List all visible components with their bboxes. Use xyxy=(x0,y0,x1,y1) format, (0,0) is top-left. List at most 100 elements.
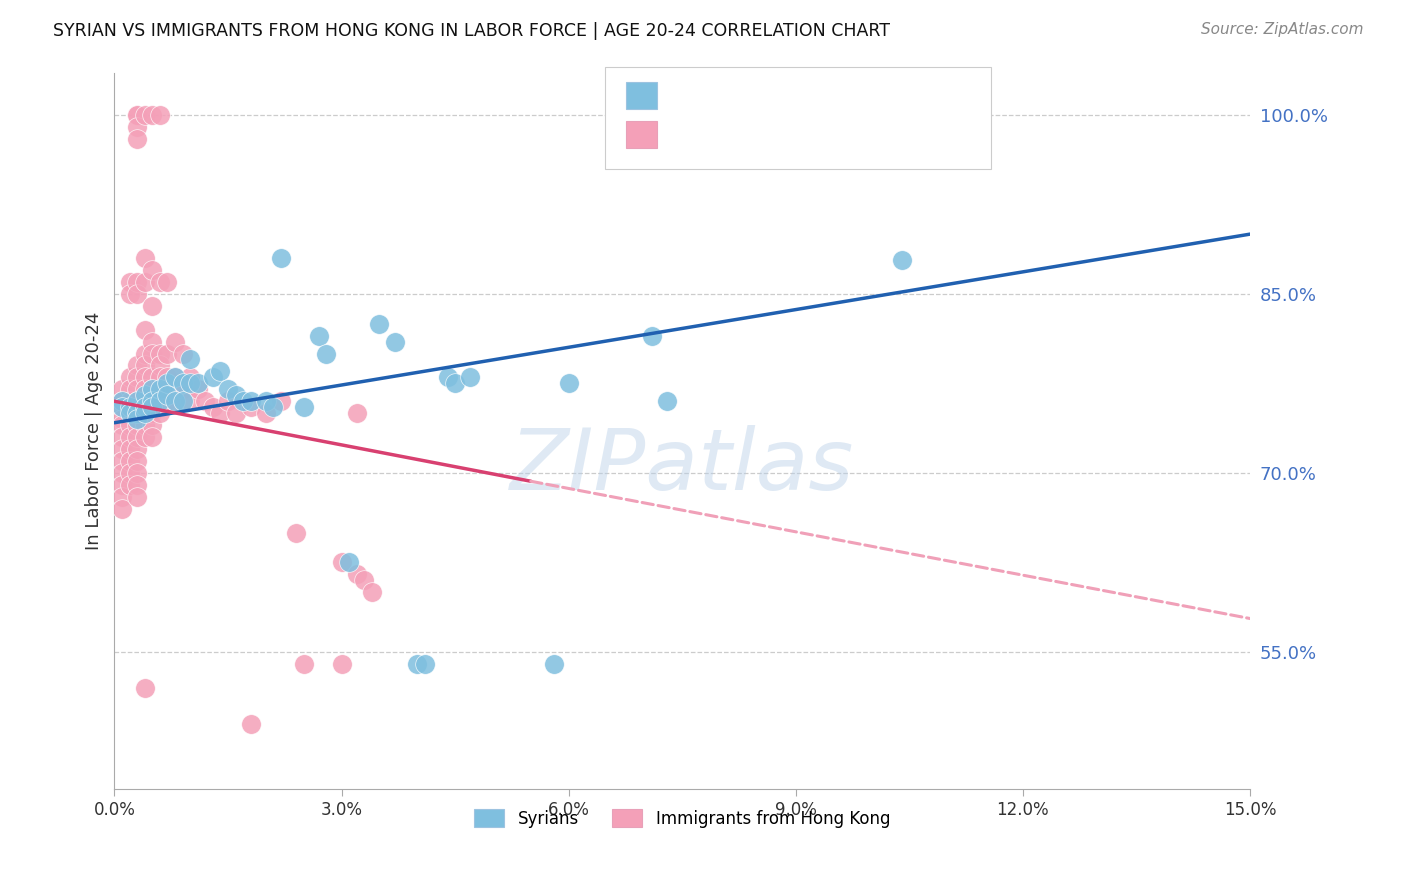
Point xyxy=(239,394,262,409)
Point xyxy=(201,401,224,415)
Text: ZIPatlas: ZIPatlas xyxy=(510,425,855,508)
Point xyxy=(890,253,912,268)
Point xyxy=(149,406,172,420)
Point xyxy=(118,478,141,492)
Point xyxy=(118,442,141,456)
Point xyxy=(134,394,156,409)
Point xyxy=(330,657,353,671)
Point xyxy=(254,394,277,409)
Point xyxy=(163,394,186,409)
Legend: Syrians, Immigrants from Hong Kong: Syrians, Immigrants from Hong Kong xyxy=(468,803,897,835)
Point xyxy=(111,454,134,468)
Text: R =: R = xyxy=(671,127,710,145)
Point xyxy=(172,376,194,391)
Point xyxy=(118,286,141,301)
Point xyxy=(444,376,467,391)
Point xyxy=(209,364,232,378)
Point xyxy=(127,406,149,420)
Point xyxy=(111,394,134,409)
Point xyxy=(254,406,277,420)
Point xyxy=(134,681,156,695)
Point xyxy=(163,370,186,384)
Point xyxy=(308,328,330,343)
Text: SYRIAN VS IMMIGRANTS FROM HONG KONG IN LABOR FORCE | AGE 20-24 CORRELATION CHART: SYRIAN VS IMMIGRANTS FROM HONG KONG IN L… xyxy=(53,22,890,40)
Text: -0.146: -0.146 xyxy=(716,127,780,145)
Point xyxy=(163,394,186,409)
Point xyxy=(149,359,172,373)
Point xyxy=(179,376,201,391)
Point xyxy=(156,388,179,402)
Point xyxy=(111,490,134,504)
Point xyxy=(118,406,141,420)
Point xyxy=(118,401,141,415)
Point xyxy=(118,275,141,289)
Point xyxy=(641,328,664,343)
Point xyxy=(156,346,179,360)
Point xyxy=(141,346,163,360)
Point xyxy=(292,657,315,671)
Point xyxy=(149,370,172,384)
Point xyxy=(239,401,262,415)
Point xyxy=(111,430,134,444)
Point xyxy=(172,394,194,409)
Point xyxy=(118,370,141,384)
Point xyxy=(149,382,172,396)
Point xyxy=(141,394,163,409)
Point xyxy=(141,430,163,444)
Point xyxy=(127,430,149,444)
Point xyxy=(172,382,194,396)
Point xyxy=(346,567,368,582)
Point xyxy=(127,454,149,468)
Point xyxy=(156,394,179,409)
Point xyxy=(292,401,315,415)
Text: Source: ZipAtlas.com: Source: ZipAtlas.com xyxy=(1201,22,1364,37)
Point xyxy=(134,346,156,360)
Point xyxy=(285,525,308,540)
Point xyxy=(141,382,163,396)
Point xyxy=(655,394,678,409)
Point xyxy=(217,394,239,409)
Point xyxy=(156,275,179,289)
Point xyxy=(111,401,134,415)
Point xyxy=(353,574,375,588)
Point xyxy=(149,108,172,122)
Point xyxy=(134,401,156,415)
Point xyxy=(127,286,149,301)
Point xyxy=(127,442,149,456)
Point xyxy=(127,466,149,480)
Point xyxy=(118,454,141,468)
Point xyxy=(118,466,141,480)
Point xyxy=(187,376,209,391)
Point xyxy=(127,406,149,420)
Point xyxy=(315,346,337,360)
Point xyxy=(111,501,134,516)
Point xyxy=(111,418,134,433)
Point xyxy=(134,406,156,420)
Point xyxy=(163,382,186,396)
Point xyxy=(134,275,156,289)
Point xyxy=(156,382,179,396)
Point xyxy=(163,334,186,349)
Point xyxy=(413,657,436,671)
Point xyxy=(134,359,156,373)
Text: 47: 47 xyxy=(832,87,858,105)
Point xyxy=(127,120,149,134)
Point xyxy=(209,406,232,420)
Y-axis label: In Labor Force | Age 20-24: In Labor Force | Age 20-24 xyxy=(86,312,103,550)
Point xyxy=(179,352,201,367)
Point xyxy=(330,556,353,570)
Point xyxy=(543,657,565,671)
Point xyxy=(141,401,163,415)
Point xyxy=(217,382,239,396)
Point xyxy=(384,334,406,349)
Point xyxy=(111,382,134,396)
Point xyxy=(134,251,156,265)
Point xyxy=(187,382,209,396)
Text: N =: N = xyxy=(790,87,830,105)
Point xyxy=(201,370,224,384)
Point xyxy=(134,418,156,433)
Point xyxy=(141,418,163,433)
Point xyxy=(156,370,179,384)
Point xyxy=(141,406,163,420)
Point xyxy=(127,359,149,373)
